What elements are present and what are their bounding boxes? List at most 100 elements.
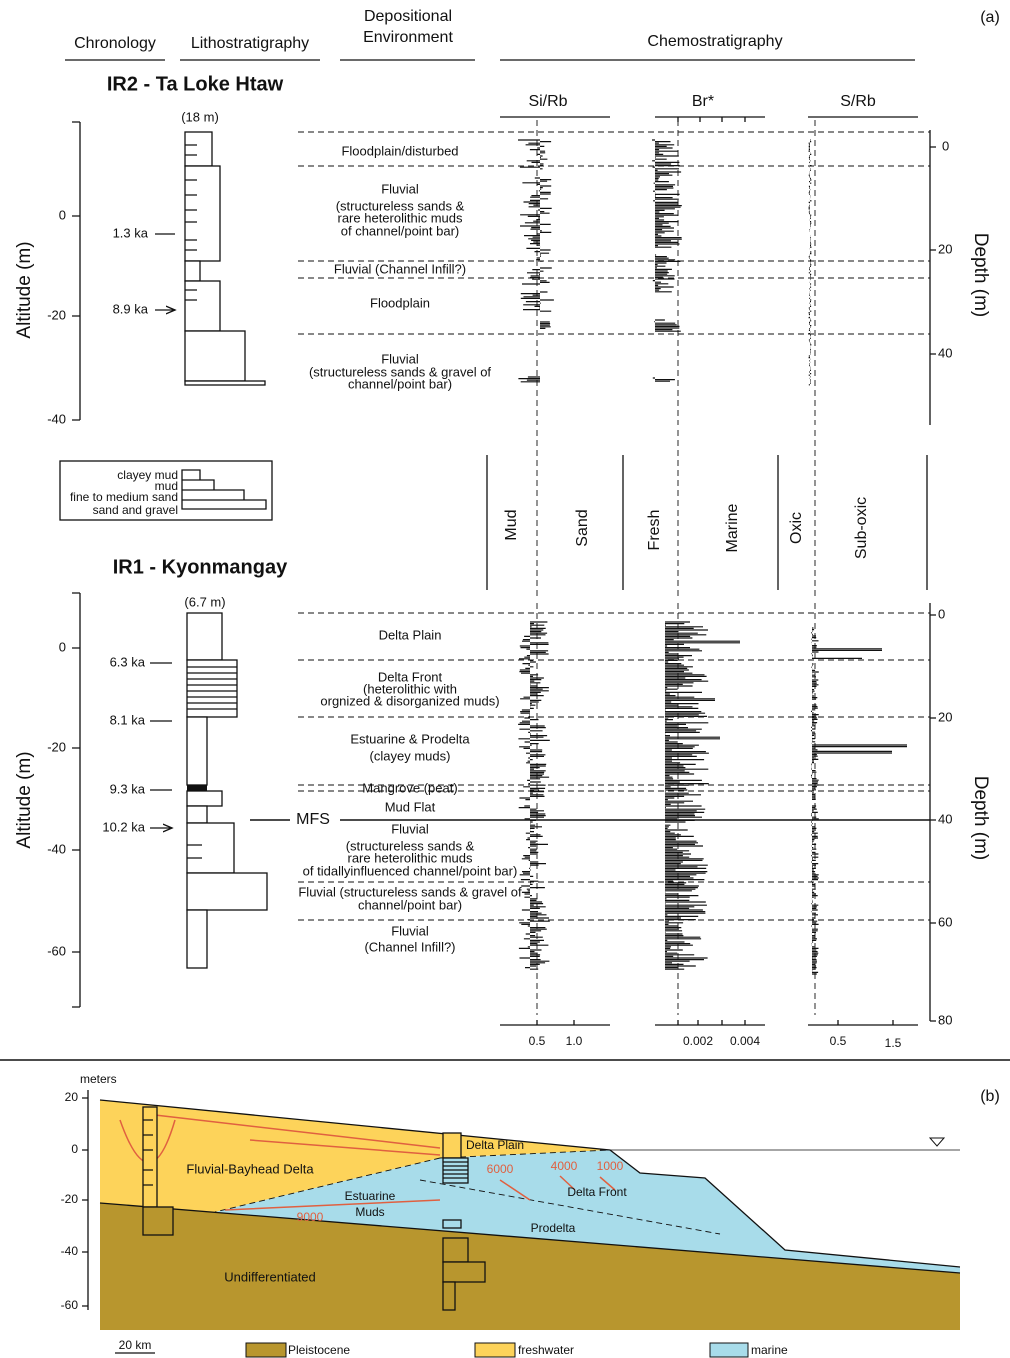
tick-label: -20	[47, 307, 66, 322]
environment-label: Mud Flat	[385, 799, 436, 814]
environment-label: Delta Front	[378, 669, 443, 684]
y-axis	[82, 1090, 89, 1310]
legend-label: sand and gravel	[93, 503, 178, 517]
environment-label: Fluvial (structureless sands & gravel of	[298, 884, 522, 899]
header: (a) Chronology Lithostratigraphy Deposit…	[65, 8, 1000, 61]
age: 6.3 ka	[110, 654, 146, 669]
environment-label: (structureless sands &	[346, 838, 475, 853]
tick-label: 0	[59, 639, 66, 654]
legend-swatch	[474, 1342, 516, 1358]
environment-label: channel/point bar)	[348, 376, 452, 391]
environment-label: orgnized & disorganized muds)	[320, 693, 499, 708]
tick-label: 20	[65, 1090, 79, 1104]
proxy-trace	[652, 139, 682, 382]
column-header: Chronology	[74, 35, 156, 52]
tick-label: 0	[938, 606, 945, 621]
tick-label: 40	[938, 345, 952, 360]
tick-label: -40	[47, 841, 66, 856]
environment-label: Mangrove (peat)	[362, 780, 457, 795]
proxy-traces	[518, 621, 907, 975]
tick-label: 40	[938, 811, 952, 826]
legend-swatch	[245, 1342, 287, 1358]
trend-label: Fresh	[646, 510, 663, 551]
environment-label: Floodplain/disturbed	[341, 143, 458, 158]
core-title: IR2 - Ta Loke Htaw	[107, 73, 284, 95]
facies-label: Fluvial-Bayhead Delta	[186, 1161, 314, 1176]
isochron-label: 6000	[487, 1162, 514, 1176]
ir2: IR2 - Ta Loke Htaw (18 m) Si/Rb Br* S/Rb…	[14, 73, 991, 426]
facies-label: Prodelta	[531, 1221, 576, 1235]
tick-label: 20	[938, 709, 952, 724]
tick-label: 1.5	[885, 1036, 902, 1050]
trend-label: Sand	[574, 509, 591, 546]
proxy-axis	[500, 116, 918, 122]
age: 1.3 ka	[113, 225, 149, 240]
environment-label: (structureless sands & gravel of	[309, 364, 491, 379]
trend-label: Mud	[503, 509, 520, 540]
environment-label: (clayey muds)	[370, 748, 451, 763]
tick-label: 0	[71, 1142, 78, 1156]
age: 8.1 ka	[110, 712, 146, 727]
proxy-label: S/Rb	[840, 93, 876, 110]
column-header: Chemostratigraphy	[647, 33, 782, 50]
facies-label: Delta Front	[567, 1185, 627, 1199]
panel-b: meters 20 0 -20 -40 -60 (b) Delta Plain …	[61, 1072, 1000, 1358]
environment-label: Fluvial	[391, 821, 429, 836]
axis-title: Depth (m)	[970, 233, 991, 317]
environments: Delta Plain Delta Front(heterolithic with…	[298, 627, 522, 954]
tick-label: 0.004	[730, 1034, 760, 1048]
legend-label: fine to medium sand	[70, 490, 178, 504]
proxy-label: Br*	[692, 93, 714, 110]
environment-label: Fluvial	[381, 351, 419, 366]
tick-label: -60	[61, 1298, 79, 1312]
environments: Floodplain/disturbed Fluvial(structureles…	[309, 143, 491, 391]
age: 8.9 ka	[113, 301, 149, 316]
environment-label: of tidallyinfluenced channel/point bar)	[303, 863, 518, 878]
tick-label: 1.0	[566, 1034, 583, 1048]
lithology-column	[184, 131, 266, 386]
legend-label: Pleistocene	[288, 1343, 350, 1357]
thickness: (6.7 m)	[184, 594, 225, 609]
facies-boundary	[419, 1179, 721, 1235]
proxy-trace	[518, 139, 554, 383]
scale-label: 20 km	[119, 1338, 152, 1352]
facies-label: Muds	[355, 1205, 384, 1219]
legend: clayey mud mud fine to medium sand sand …	[59, 460, 273, 521]
depth-axis	[929, 130, 936, 425]
column-header: Depositional	[364, 8, 452, 25]
age-arrow	[150, 662, 172, 828]
isochron-label: 4000	[551, 1159, 578, 1173]
environment-label: Fluvial (Channel Infill?)	[334, 261, 466, 276]
panel-label: (a)	[980, 9, 1000, 26]
environment-label: Floodplain	[370, 295, 430, 310]
trend-label: Sub-oxic	[853, 497, 870, 559]
trends: Mud Sand Fresh Marine Oxic Sub-oxic	[486, 430, 928, 600]
environment-label: channel/point bar)	[358, 897, 462, 912]
mfs-label: MFS	[296, 811, 330, 828]
environment-label: Fluvial	[391, 923, 429, 938]
environment-label: Estuarine & Prodelta	[350, 731, 470, 746]
isochron-label: 9000	[297, 1210, 324, 1224]
ir1: IR1 - Kyonmangay (6.7 m) 0 -20 -40 -60 A…	[14, 556, 991, 1050]
axis-title: Altitude (m)	[14, 241, 35, 338]
tick-label: 0.5	[830, 1034, 847, 1048]
isochron-label: 1000	[597, 1159, 624, 1173]
environment-label: rare heterolithic muds	[348, 850, 473, 865]
outline	[99, 1099, 961, 1274]
tick-label: -40	[61, 1244, 79, 1258]
altitude-axis	[72, 121, 81, 421]
facies-label: Delta Plain	[466, 1138, 524, 1152]
legend-label: marine	[751, 1343, 788, 1357]
facies-boundary	[214, 1149, 611, 1213]
proxy-trace	[518, 621, 550, 970]
trend-label: Marine	[724, 503, 741, 552]
age: 9.3 ka	[110, 781, 146, 796]
facies-label: Undifferentiated	[224, 1269, 316, 1284]
tick-label: 0.5	[529, 1034, 546, 1048]
freshwater	[100, 1100, 610, 1212]
environment-label: Delta Plain	[379, 627, 442, 642]
legend-label: mud	[155, 479, 178, 493]
tick-label: -20	[61, 1192, 79, 1206]
x-axis	[500, 1020, 918, 1026]
